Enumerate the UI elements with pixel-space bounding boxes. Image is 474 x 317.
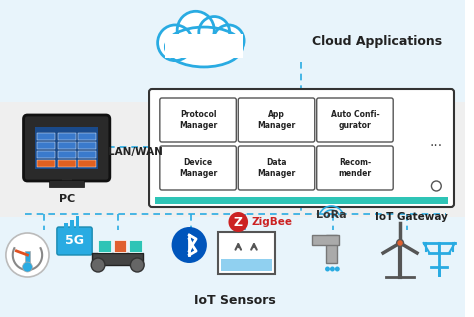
Bar: [114, 240, 127, 252]
Circle shape: [177, 11, 214, 49]
Circle shape: [397, 240, 403, 247]
Bar: [0, 0, 465, 102]
Circle shape: [325, 267, 330, 271]
Bar: [25, 251, 30, 267]
Bar: [58, 151, 75, 158]
Text: PC: PC: [59, 194, 75, 204]
Circle shape: [431, 181, 441, 191]
Bar: [64, 223, 68, 228]
Circle shape: [213, 25, 244, 56]
Bar: [92, 253, 143, 265]
Bar: [312, 235, 339, 245]
Text: Protocol
Manager: Protocol Manager: [179, 110, 217, 130]
Text: Data
Manager: Data Manager: [257, 158, 296, 178]
Text: IoT Sensors: IoT Sensors: [194, 294, 276, 307]
Bar: [155, 197, 448, 204]
Text: Cloud Applications: Cloud Applications: [312, 35, 442, 48]
Text: Device
Manager: Device Manager: [179, 158, 217, 178]
Circle shape: [6, 233, 49, 277]
Text: Recom-
mender: Recom- mender: [338, 158, 372, 178]
Text: App
Manager: App Manager: [257, 110, 296, 130]
Ellipse shape: [165, 27, 243, 67]
Bar: [35, 127, 98, 169]
Bar: [62, 174, 72, 181]
Circle shape: [23, 262, 32, 272]
Bar: [0, 102, 465, 217]
Bar: [58, 160, 75, 167]
Bar: [58, 142, 75, 149]
Bar: [75, 216, 80, 228]
Bar: [78, 151, 96, 158]
FancyBboxPatch shape: [57, 227, 92, 255]
Bar: [37, 151, 55, 158]
FancyBboxPatch shape: [238, 98, 315, 142]
FancyBboxPatch shape: [317, 98, 393, 142]
Circle shape: [91, 258, 105, 272]
Text: 5G: 5G: [65, 234, 84, 247]
Bar: [49, 180, 84, 187]
Text: Z: Z: [234, 216, 243, 229]
Circle shape: [335, 267, 340, 271]
Bar: [37, 160, 55, 167]
Bar: [326, 235, 337, 263]
Bar: [165, 35, 243, 57]
Bar: [78, 142, 96, 149]
Text: Auto Confi-
gurator: Auto Confi- gurator: [331, 110, 379, 130]
FancyBboxPatch shape: [160, 98, 237, 142]
FancyBboxPatch shape: [218, 232, 274, 274]
Bar: [58, 133, 75, 140]
Bar: [220, 259, 272, 271]
Bar: [70, 220, 73, 228]
Circle shape: [130, 258, 144, 272]
Circle shape: [172, 227, 207, 263]
Text: ...: ...: [430, 135, 443, 149]
Circle shape: [199, 16, 230, 48]
Circle shape: [228, 212, 248, 232]
Text: ZigBee: ZigBee: [252, 217, 293, 227]
FancyBboxPatch shape: [24, 115, 110, 181]
Circle shape: [330, 267, 335, 271]
FancyBboxPatch shape: [149, 89, 454, 207]
FancyBboxPatch shape: [238, 146, 315, 190]
Circle shape: [158, 25, 192, 61]
Bar: [129, 240, 142, 252]
Text: LAN/WAN: LAN/WAN: [108, 147, 163, 157]
Bar: [78, 133, 96, 140]
Text: LoRa: LoRa: [316, 210, 347, 220]
FancyBboxPatch shape: [317, 146, 393, 190]
Text: IoT Gateway: IoT Gateway: [375, 212, 448, 222]
Bar: [37, 133, 55, 140]
FancyBboxPatch shape: [160, 146, 237, 190]
Bar: [78, 160, 96, 167]
Bar: [37, 142, 55, 149]
Bar: [98, 240, 111, 252]
Bar: [0, 217, 465, 317]
